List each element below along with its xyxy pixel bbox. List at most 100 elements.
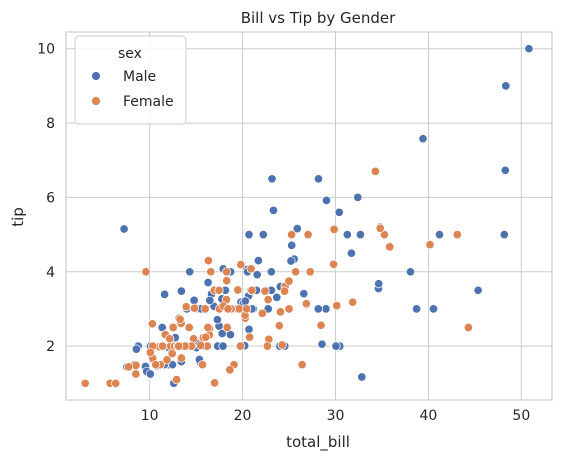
data-point-male (331, 341, 341, 351)
data-point-male (240, 296, 250, 306)
data-point-female (165, 334, 175, 344)
data-point-male (185, 267, 195, 277)
y-axis-label: tip (9, 207, 27, 227)
data-point-male (205, 295, 215, 305)
data-point-female (274, 321, 284, 331)
data-point-male (473, 285, 483, 295)
data-point-female (222, 267, 232, 277)
data-point-female (235, 341, 245, 351)
legend-label-male: Male (123, 69, 156, 85)
x-tick-label: 30 (327, 408, 345, 424)
data-point-female (262, 341, 272, 351)
data-point-male (428, 304, 439, 314)
data-point-female (151, 360, 161, 370)
data-point-female (210, 378, 220, 388)
data-point-male (524, 44, 534, 54)
data-point-female (332, 301, 342, 311)
data-point-male (317, 339, 327, 349)
data-point-female (305, 267, 315, 277)
data-point-male (244, 324, 254, 334)
data-point-female (379, 230, 389, 240)
data-point-male (313, 174, 324, 184)
data-point-female (147, 319, 157, 329)
legend-title: sex (118, 46, 142, 62)
x-tick-label: 20 (234, 408, 252, 424)
data-point-female (233, 285, 243, 295)
x-tick-label: 40 (419, 408, 437, 424)
x-tick-label: 10 (141, 408, 159, 424)
x-axis-label: total_bill (286, 433, 350, 452)
data-point-male (258, 230, 268, 240)
legend-marker-male (91, 71, 101, 81)
data-point-male (499, 230, 509, 240)
data-point-male (500, 165, 510, 175)
data-point-female (257, 308, 267, 318)
data-point-female (245, 332, 255, 342)
data-point-female (197, 360, 208, 370)
legend-marker-female (91, 96, 101, 106)
data-point-female (172, 375, 182, 385)
data-point-female (203, 256, 213, 266)
data-point-male (176, 286, 186, 296)
data-point-male (321, 195, 332, 205)
data-point-female (452, 230, 462, 240)
data-point-male (355, 230, 365, 240)
data-point-female (141, 267, 151, 277)
data-point-male (272, 292, 282, 302)
data-point-male (501, 81, 511, 91)
data-point-female (247, 285, 257, 295)
data-point-male (267, 174, 277, 184)
data-point-male (253, 256, 263, 266)
data-point-male (342, 230, 352, 240)
y-tick-label: 6 (46, 190, 55, 206)
data-point-male (353, 192, 363, 202)
data-point-male (292, 224, 302, 234)
data-point-female (425, 240, 435, 250)
legend-box (74, 35, 187, 125)
data-point-female (175, 314, 185, 324)
data-point-male (266, 267, 276, 277)
y-tick-label: 4 (46, 265, 55, 281)
data-point-female (348, 297, 358, 307)
data-point-female (329, 224, 339, 234)
data-point-female (203, 322, 213, 333)
data-point-male (286, 256, 296, 266)
data-point-female (375, 223, 385, 233)
data-point-female (329, 259, 339, 269)
data-point-female (291, 267, 301, 277)
data-point-female (176, 353, 186, 363)
data-point-female (297, 360, 307, 370)
data-point-female (287, 230, 297, 240)
data-point-female (225, 365, 235, 375)
data-point-male (334, 207, 344, 217)
legend-label-female: Female (123, 94, 174, 110)
data-point-female (124, 362, 134, 372)
y-tick-label: 8 (46, 116, 55, 132)
data-point-male (119, 224, 129, 234)
chart-title: Bill vs Tip by Gender (241, 9, 396, 27)
data-point-female (181, 302, 191, 312)
data-point-female (280, 286, 290, 296)
data-point-male (160, 289, 170, 299)
data-point-female (303, 230, 313, 240)
data-point-female (301, 299, 311, 309)
data-point-female (463, 322, 473, 333)
data-point-male (346, 248, 356, 258)
data-point-male (189, 295, 199, 305)
data-point-male (203, 277, 213, 288)
data-point-male (357, 372, 367, 382)
y-tick-labels: 2 4 6 8 10 (37, 42, 55, 355)
data-point-female (131, 360, 141, 370)
data-point-female (196, 340, 206, 350)
data-point-male (374, 279, 384, 289)
data-point-male (313, 304, 323, 314)
data-point-female (157, 341, 168, 351)
data-point-male (244, 230, 254, 240)
data-point-female (316, 320, 326, 330)
x-tick-labels: 10 20 30 40 50 (141, 408, 531, 424)
data-point-male (212, 315, 222, 325)
data-point-female (201, 332, 211, 342)
data-point-female (189, 334, 199, 344)
data-point-female (189, 303, 200, 313)
